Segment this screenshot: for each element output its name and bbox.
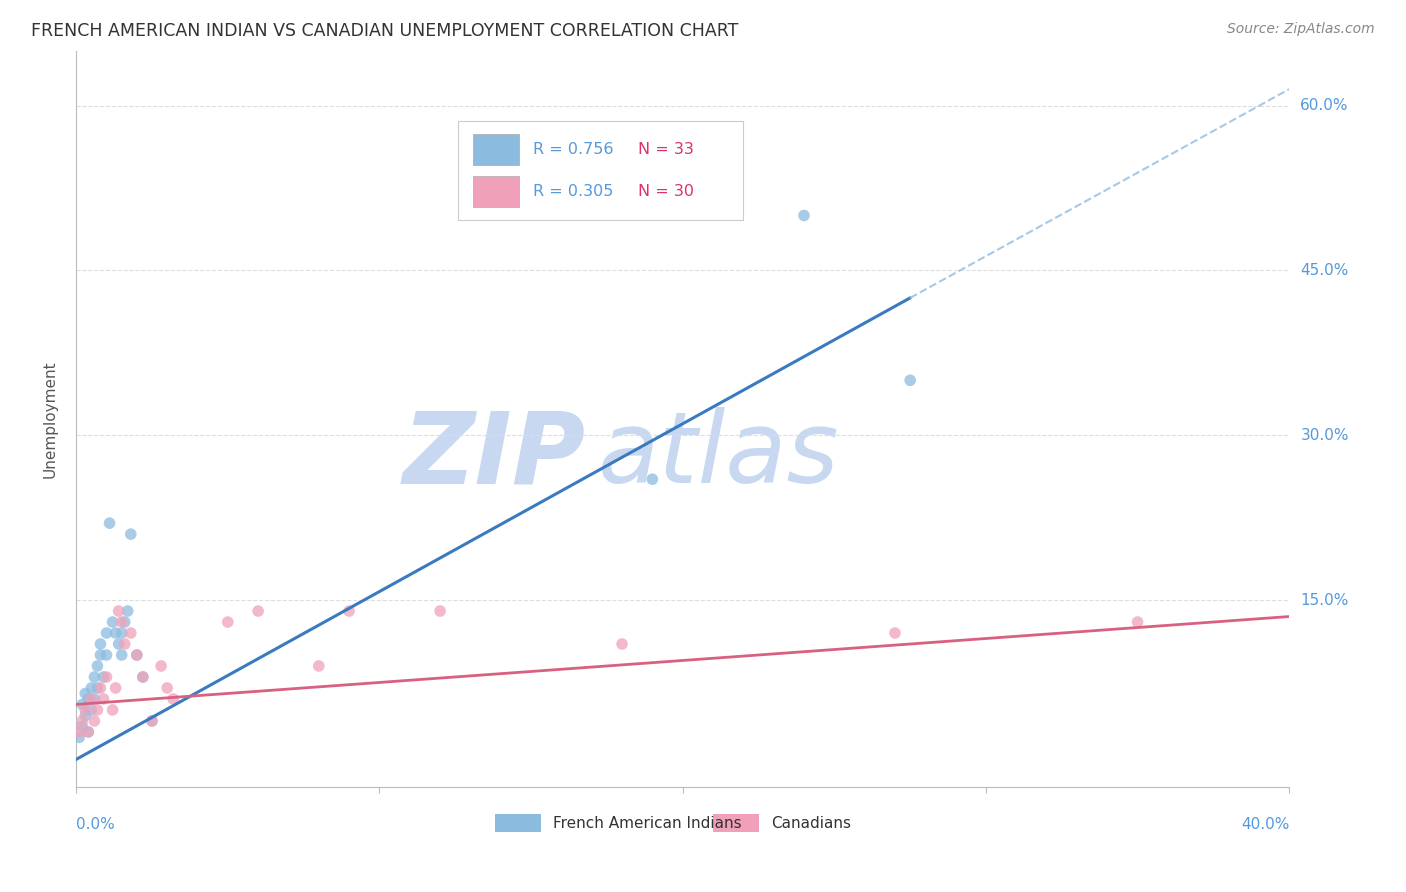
Point [120, 626, 142, 640]
Point [80, 703, 103, 717]
Point [96, 670, 118, 684]
Point [96, 626, 118, 640]
Text: FRENCH AMERICAN INDIAN VS CANADIAN UNEMPLOYMENT CORRELATION CHART: FRENCH AMERICAN INDIAN VS CANADIAN UNEMP… [31, 22, 738, 40]
Point [83, 692, 105, 706]
Text: 40.0%: 40.0% [1241, 817, 1289, 832]
Point [75, 686, 97, 700]
Text: Canadians: Canadians [772, 816, 851, 831]
Point [104, 681, 127, 695]
Bar [495, 814, 541, 832]
Text: 0.0%: 0.0% [76, 817, 115, 832]
Text: R = 0.756: R = 0.756 [533, 142, 614, 157]
Point [111, 648, 134, 662]
Point [86, 703, 108, 717]
Point [162, 692, 184, 706]
Y-axis label: Unemployment: Unemployment [44, 360, 58, 477]
Point [156, 681, 179, 695]
Point [77, 725, 100, 739]
Point [111, 615, 134, 629]
Point [75, 703, 97, 717]
Text: ZIP: ZIP [402, 407, 586, 504]
Point [114, 615, 136, 629]
Point [77, 725, 100, 739]
Point [101, 615, 124, 629]
Point [70, 719, 93, 733]
Bar [472, 134, 519, 165]
Point [77, 692, 100, 706]
Point [89, 648, 111, 662]
Point [80, 681, 103, 695]
Point [93, 692, 115, 706]
Point [89, 681, 111, 695]
Point [641, 472, 664, 486]
Text: N = 33: N = 33 [638, 142, 693, 157]
Point [67, 731, 90, 745]
Point [83, 670, 105, 684]
Text: 30.0%: 30.0% [1301, 428, 1348, 442]
Point [89, 637, 111, 651]
Point [114, 637, 136, 651]
Point [429, 604, 451, 618]
Point [104, 626, 127, 640]
Point [1126, 615, 1149, 629]
Point [70, 714, 93, 728]
Text: R = 0.305: R = 0.305 [533, 184, 614, 199]
Text: N = 30: N = 30 [638, 184, 693, 199]
Point [107, 604, 129, 618]
Point [132, 670, 155, 684]
Point [150, 659, 173, 673]
Point [610, 637, 633, 651]
Point [83, 714, 105, 728]
Point [80, 692, 103, 706]
Point [75, 708, 97, 723]
Point [884, 626, 907, 640]
Point [247, 604, 270, 618]
Point [111, 626, 134, 640]
Text: Source: ZipAtlas.com: Source: ZipAtlas.com [1227, 22, 1375, 37]
Point [70, 698, 93, 712]
Bar [713, 814, 759, 832]
Point [337, 604, 360, 618]
Text: 60.0%: 60.0% [1301, 98, 1348, 113]
Text: atlas: atlas [598, 407, 839, 504]
Point [125, 648, 148, 662]
Point [120, 527, 142, 541]
Point [308, 659, 330, 673]
Text: 45.0%: 45.0% [1301, 263, 1348, 278]
Bar [472, 176, 519, 207]
Point [86, 681, 108, 695]
Point [96, 648, 118, 662]
Point [793, 209, 815, 223]
Point [101, 703, 124, 717]
Point [93, 670, 115, 684]
Point [98, 516, 121, 530]
Text: French American Indians: French American Indians [553, 816, 741, 831]
Point [898, 373, 921, 387]
Point [132, 670, 155, 684]
Point [107, 637, 129, 651]
Bar [458, 120, 744, 220]
Point [217, 615, 239, 629]
Text: 15.0%: 15.0% [1301, 592, 1348, 607]
Point [141, 714, 163, 728]
Point [117, 604, 139, 618]
Point [125, 648, 148, 662]
Point [141, 714, 163, 728]
Point [86, 659, 108, 673]
Point [67, 725, 90, 739]
